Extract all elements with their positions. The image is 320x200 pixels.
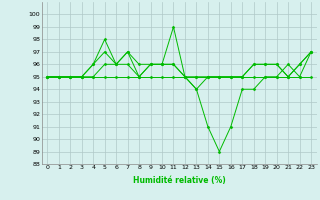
X-axis label: Humidité relative (%): Humidité relative (%) — [133, 176, 226, 185]
